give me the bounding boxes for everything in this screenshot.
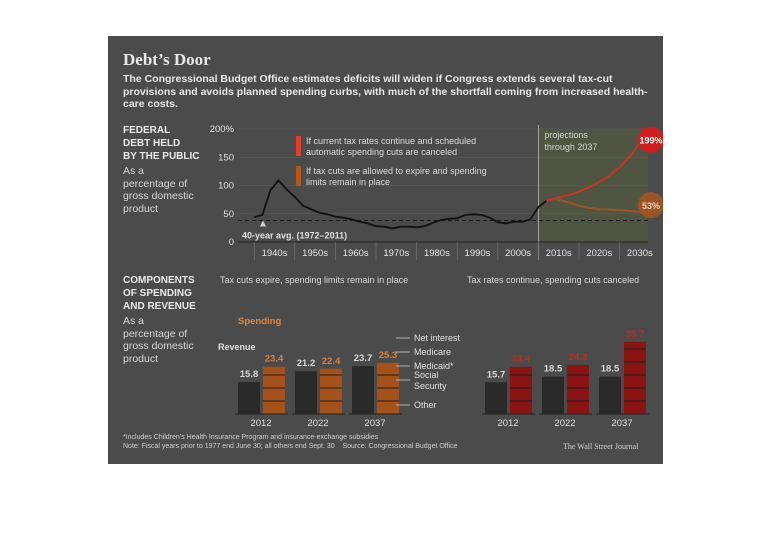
bar-chart-left-spending-value: 25.3 [379, 350, 398, 361]
red-end-label: 199% [639, 136, 662, 146]
bar-chart-left-category-label: 2037 [364, 418, 385, 429]
x-tick-label: 2020s [586, 248, 612, 259]
components-label-line: OF SPENDING [123, 288, 192, 299]
bar-chart-left-revenue-value: 21.2 [297, 358, 316, 369]
component-label: Medicaid* [414, 361, 454, 371]
graphic-description: The Congressional Budget Office estimate… [123, 73, 648, 110]
bar-chart-right-revenue-value: 18.5 [601, 364, 620, 375]
debt-sub-line: gross domestic [123, 190, 194, 202]
components-section-sublabel: As a percentage of gross domestic produc… [123, 315, 194, 365]
x-tick-label: 1970s [383, 248, 409, 259]
graphic-card: Debt’s Door The Congressional Budget Off… [108, 36, 663, 464]
red-series-line [546, 129, 649, 202]
legend-red-text: If current tax rates continue and schedu… [306, 136, 476, 146]
y-tick-label: 150 [218, 152, 234, 163]
red-end-badge [638, 126, 663, 153]
bar-chart-left-revenue-value: 23.7 [354, 353, 373, 364]
bar-chart-left-title: Tax cuts expire, spending limits remain … [220, 275, 408, 285]
debt-sub-line: product [123, 202, 159, 215]
bar-chart-right-spending-value: 35.7 [626, 329, 645, 340]
legend-red-swatch [296, 136, 301, 156]
bar-chart-right-revenue-bar [599, 376, 621, 414]
bar-chart-right-category-label: 2037 [611, 418, 632, 429]
component-label: Net interest [414, 333, 461, 343]
debt-label-line: DEBT HELD [123, 138, 181, 149]
bar-chart-right-revenue-bar [542, 376, 564, 414]
debt-sub-line: As a [123, 165, 145, 177]
graphic-title: Debt’s Door [123, 50, 211, 69]
x-tick-label: 1950s [302, 248, 328, 259]
components-label-line: AND REVENUE [123, 301, 196, 312]
credit: The Wall Street Journal [563, 442, 639, 451]
bar-chart-right-revenue-value: 15.7 [487, 369, 506, 380]
component-label: Medicare [414, 347, 451, 357]
average-label: 40-year avg. (1972–2011) [242, 231, 347, 241]
bar-chart-right-spending-bar [567, 364, 589, 414]
y-tick-label: 50 [223, 209, 234, 220]
legend-red-text: automatic spending cuts are canceled [306, 147, 457, 157]
bar-chart-left-revenue-bar [295, 371, 317, 414]
debt-section-label: FEDERAL DEBT HELD BY THE PUBLIC [123, 124, 200, 163]
legend-orange-text: If tax cuts are allowed to expire and sp… [306, 166, 487, 176]
components-sub-line: gross domestic [123, 340, 194, 352]
x-tick-label: 1980s [424, 248, 450, 259]
components-label-line: COMPONENTS [123, 275, 195, 286]
x-tick-label: 2000s [505, 248, 531, 259]
components-sub-line: product [123, 352, 159, 365]
debt-label-line: FEDERAL [123, 125, 171, 136]
component-label: Security [414, 381, 447, 391]
bar-chart-left-spending-value: 23.4 [265, 354, 284, 365]
bar-chart-right-category-label: 2022 [554, 418, 575, 429]
bar-chart-left-revenue-bar [352, 366, 374, 414]
bar-chart-right-spending-value: 24.3 [569, 352, 588, 363]
orange-end-label: 53% [642, 201, 660, 211]
revenue-series-label: Revenue [218, 342, 256, 352]
component-label: Other [414, 400, 437, 410]
components-sub-line: percentage of [123, 327, 188, 340]
projection-label: through 2037 [544, 142, 597, 152]
component-label: Social [414, 370, 439, 380]
bar-chart-right-spending-bar [624, 341, 646, 414]
components-section-label: COMPONENTS OF SPENDING AND REVENUE [123, 274, 196, 313]
historical-series-line [253, 179, 548, 230]
debt-label-line: BY THE PUBLIC [123, 151, 200, 162]
y-tick-label: 100 [218, 181, 234, 192]
bar-chart-left-spending-value: 22.4 [322, 356, 341, 367]
bar-chart-right-spending-bar [510, 366, 532, 414]
debt-sub-line: percentage of [123, 177, 188, 190]
y-tick-label: 0 [229, 237, 234, 248]
bar-chart-left-category-label: 2022 [307, 418, 328, 429]
y-tick-label: 200% [210, 124, 235, 135]
source-note: Note: Fiscal years prior to 1977 end Jun… [123, 443, 458, 450]
bar-chart-left-revenue-bar [238, 382, 260, 414]
bar-chart-right-revenue-value: 18.5 [544, 364, 563, 375]
bar-chart-left-spending-bar [320, 368, 342, 414]
legend-orange-swatch [296, 166, 301, 186]
spending-series-label: Spending [238, 316, 281, 327]
debt-section-sublabel: As a percentage of gross domestic produc… [123, 165, 194, 215]
x-tick-label: 1940s [262, 248, 288, 259]
footnote: *Includes Children’s Health Insurance Pr… [123, 434, 379, 441]
bar-chart-left-revenue-value: 15.8 [240, 369, 259, 380]
x-tick-label: 1990s [465, 248, 491, 259]
orange-end-badge [638, 192, 663, 219]
bar-chart-right-category-label: 2012 [497, 418, 518, 429]
x-tick-label: 2030s [627, 248, 653, 259]
bar-chart-left-spending-bar [263, 366, 285, 414]
average-marker [260, 220, 266, 227]
orange-series-line [546, 197, 649, 214]
bar-chart-right-spending-value: 23.4 [512, 354, 531, 365]
legend-orange-text: limits remain in place [306, 177, 390, 187]
bar-chart-right-revenue-bar [485, 382, 507, 414]
projection-label: projections [544, 130, 588, 140]
components-sub-line: As a [123, 315, 145, 327]
bar-chart-left-category-label: 2012 [250, 418, 271, 429]
bar-chart-right-title: Tax rates continue, spending cuts cancel… [467, 275, 639, 285]
x-tick-label: 2010s [546, 248, 572, 259]
x-tick-label: 1960s [343, 248, 369, 259]
charts-svg: 0 50 100 150 200% projections through 2037 40-y… [210, 124, 663, 429]
